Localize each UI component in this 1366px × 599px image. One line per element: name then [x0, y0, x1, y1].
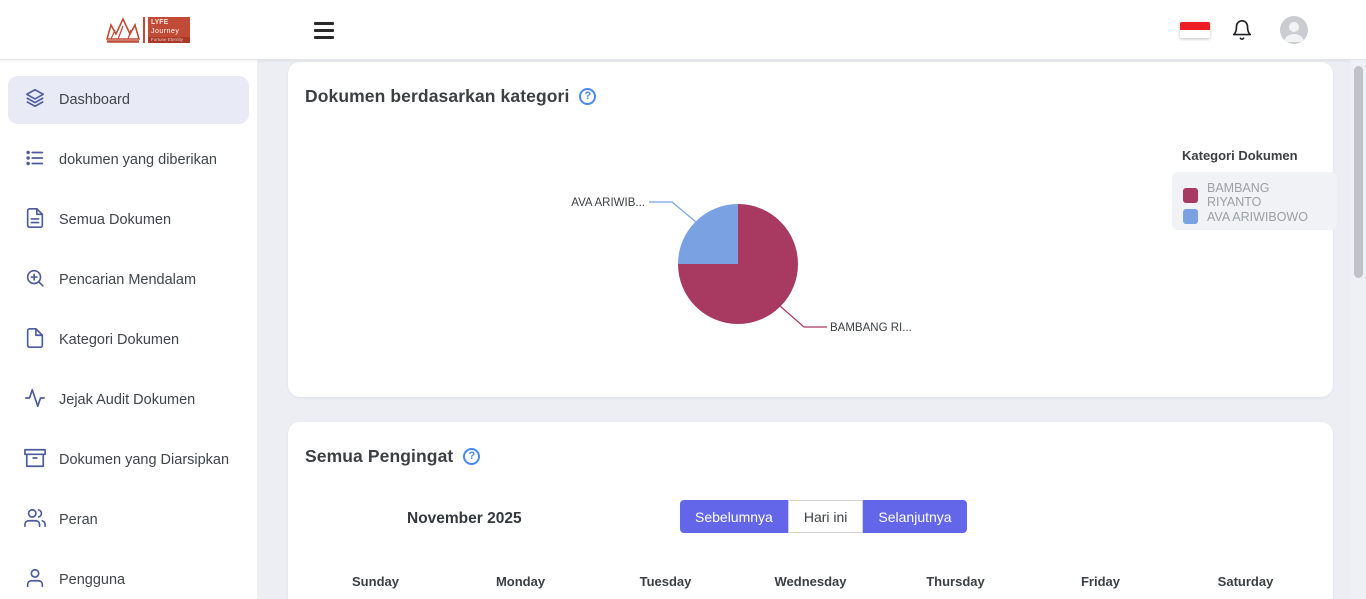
sidebar-item-label: Jejak Audit Dokumen	[59, 392, 196, 408]
crown-icon	[105, 17, 141, 43]
brand-logo[interactable]: LYFE Journey Fortune Eternity	[104, 15, 190, 45]
sidebar-item-label: Dashboard	[59, 92, 130, 108]
chart-legend: BAMBANG RIYANTO AVA ARIWIBOWO	[1172, 172, 1337, 230]
brand-line3: Fortune Eternity	[148, 37, 190, 43]
calendar-nav-buttons: Sebelumnya Hari ini Selanjutnya	[680, 500, 967, 533]
list-icon	[24, 147, 46, 169]
sidebar: Dashboard dokumen yang diberikan Semua D…	[0, 60, 258, 599]
weekday-wednesday: Wednesday	[774, 574, 847, 589]
sidebar-item-label: Pengguna	[59, 572, 126, 588]
people-icon	[24, 507, 46, 529]
legend-label: AVA ARIWIBOWO	[1207, 209, 1308, 224]
calendar-weekday-header: Sunday Monday Tuesday Wednesday Thursday…	[288, 574, 1333, 589]
sidebar-item-kategori-dokumen[interactable]: Kategori Dokumen	[8, 316, 249, 364]
person-silhouette-icon	[1284, 22, 1304, 42]
document-text-icon	[24, 207, 46, 229]
sidebar-item-label: dokumen yang diberikan	[59, 152, 217, 168]
search-plus-icon	[24, 267, 46, 289]
brand-line1: LYFE	[151, 19, 169, 26]
legend-item-bambang[interactable]: BAMBANG RIYANTO	[1183, 181, 1326, 209]
weekday-sunday: Sunday	[352, 574, 399, 589]
archive-icon	[24, 447, 46, 469]
weekday-friday: Friday	[1080, 574, 1120, 589]
legend-title: Kategori Dokumen	[1182, 148, 1298, 163]
legend-swatch-maroon	[1183, 187, 1198, 203]
sidebar-item-label: Dokumen yang Diarsipkan	[59, 452, 230, 468]
sidebar-item-dashboard[interactable]: Dashboard	[8, 76, 249, 124]
file-icon	[24, 327, 46, 349]
indonesia-flag-icon[interactable]	[1180, 22, 1210, 38]
legend-item-ava[interactable]: AVA ARIWIBOWO	[1183, 209, 1326, 224]
previous-button[interactable]: Sebelumnya	[680, 500, 788, 533]
brand-line2: Journey	[151, 27, 180, 35]
categories-card-title: Dokumen berdasarkan kategori	[305, 86, 570, 106]
weekday-thursday: Thursday	[926, 574, 985, 589]
sidebar-item-pencarian-mendalam[interactable]: Pencarian Mendalam	[8, 256, 249, 304]
layers-icon	[24, 87, 46, 109]
sidebar-item-label: Semua Dokumen	[59, 212, 172, 228]
menu-toggle-button[interactable]	[314, 22, 336, 39]
sidebar-item-pengguna[interactable]: Pengguna	[8, 556, 249, 599]
activity-icon	[24, 387, 46, 409]
reminders-card-title: Semua Pengingat	[305, 446, 454, 466]
user-avatar[interactable]	[1280, 16, 1308, 44]
weekday-saturday: Saturday	[1217, 574, 1274, 589]
help-icon[interactable]: ?	[463, 448, 481, 465]
bell-icon	[1232, 20, 1252, 40]
categories-card: Dokumen berdasarkan kategori ? AVA ARIWI…	[288, 62, 1337, 397]
sidebar-item-jejak-audit-dokumen[interactable]: Jejak Audit Dokumen	[8, 376, 249, 424]
callout-line-bambang	[779, 305, 827, 328]
hamburger-icon	[314, 22, 334, 25]
pie-slice-ava[interactable]	[678, 204, 738, 264]
reminders-card: Semua Pengingat ? November 2025 Sebelumn…	[288, 422, 1333, 599]
scrollbar-thumb[interactable]	[1354, 66, 1363, 278]
today-button[interactable]: Hari ini	[787, 500, 864, 533]
callout-label-ava: AVA ARIWIB...	[571, 197, 645, 209]
sidebar-item-label: Peran	[59, 512, 98, 528]
app-header: LYFE Journey Fortune Eternity	[0, 0, 1366, 60]
sidebar-item-peran[interactable]: Peran	[8, 496, 249, 544]
notifications-button[interactable]	[1229, 18, 1255, 44]
callout-line-ava	[649, 201, 697, 223]
sidebar-item-semua-dokumen[interactable]: Semua Dokumen	[8, 196, 249, 244]
main-content: Dokumen berdasarkan kategori ? AVA ARIWI…	[288, 62, 1337, 599]
person-icon	[24, 567, 46, 589]
scrollbar-track	[1351, 60, 1366, 599]
sidebar-item-dokumen-yang-diberikan[interactable]: dokumen yang diberikan	[8, 136, 249, 184]
weekday-tuesday: Tuesday	[639, 574, 692, 589]
help-icon[interactable]: ?	[579, 88, 597, 105]
brand-wordmark: LYFE Journey Fortune Eternity	[148, 17, 190, 43]
legend-swatch-blue	[1183, 209, 1198, 224]
sidebar-item-dokumen-yang-diarsipkan[interactable]: Dokumen yang Diarsipkan	[8, 436, 249, 484]
pie-chart: AVA ARIWIB... BAMBANG RI...	[571, 197, 912, 334]
legend-label: BAMBANG RIYANTO	[1207, 181, 1270, 209]
next-button[interactable]: Selanjutnya	[863, 500, 967, 533]
brand-divider	[143, 17, 145, 43]
callout-label-bambang: BAMBANG RI...	[830, 322, 912, 334]
calendar-month-label: November 2025	[407, 510, 522, 527]
sidebar-item-label: Pencarian Mendalam	[59, 272, 197, 288]
weekday-monday: Monday	[495, 574, 546, 589]
sidebar-item-label: Kategori Dokumen	[59, 332, 180, 348]
